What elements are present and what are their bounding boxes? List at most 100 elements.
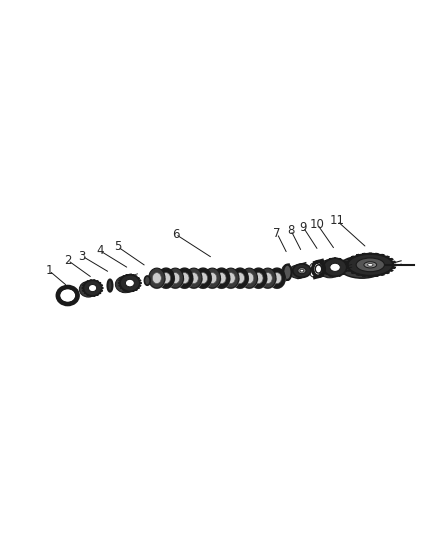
Ellipse shape (272, 272, 282, 284)
Polygon shape (322, 266, 324, 268)
Polygon shape (82, 287, 84, 289)
Polygon shape (329, 276, 332, 277)
Polygon shape (87, 280, 88, 281)
Polygon shape (392, 261, 396, 263)
Polygon shape (140, 282, 141, 284)
Polygon shape (389, 259, 393, 260)
Polygon shape (381, 254, 385, 256)
Ellipse shape (347, 254, 393, 276)
Ellipse shape (204, 268, 220, 288)
Polygon shape (101, 285, 103, 286)
Polygon shape (381, 274, 385, 276)
Polygon shape (325, 260, 328, 262)
Polygon shape (362, 253, 366, 254)
Polygon shape (322, 263, 325, 264)
Text: 2: 2 (64, 254, 71, 267)
Ellipse shape (145, 276, 150, 285)
Polygon shape (375, 253, 378, 254)
Ellipse shape (283, 265, 292, 280)
Ellipse shape (263, 272, 272, 284)
Ellipse shape (289, 265, 307, 278)
Ellipse shape (226, 272, 235, 284)
Polygon shape (84, 282, 86, 284)
Ellipse shape (88, 285, 97, 292)
Ellipse shape (107, 279, 113, 292)
Ellipse shape (195, 268, 211, 288)
Polygon shape (385, 272, 389, 273)
Polygon shape (362, 276, 366, 277)
Polygon shape (339, 276, 341, 277)
Ellipse shape (152, 272, 161, 284)
Polygon shape (135, 276, 137, 277)
Ellipse shape (198, 272, 208, 284)
Polygon shape (139, 280, 141, 281)
Polygon shape (345, 264, 347, 265)
Polygon shape (102, 287, 103, 289)
Polygon shape (99, 282, 101, 284)
Text: 4: 4 (96, 244, 104, 257)
Polygon shape (135, 289, 137, 290)
Polygon shape (392, 267, 396, 269)
Ellipse shape (364, 262, 377, 268)
Text: 8: 8 (287, 223, 294, 237)
Ellipse shape (356, 258, 385, 272)
Ellipse shape (251, 268, 267, 288)
Ellipse shape (300, 269, 304, 272)
Ellipse shape (260, 268, 276, 288)
Polygon shape (343, 273, 345, 274)
Polygon shape (322, 270, 325, 272)
Text: 6: 6 (172, 228, 179, 241)
Ellipse shape (282, 265, 290, 280)
Ellipse shape (245, 272, 254, 284)
Text: 7: 7 (273, 227, 281, 240)
Ellipse shape (180, 272, 189, 284)
Polygon shape (346, 266, 348, 268)
Polygon shape (120, 287, 122, 289)
Ellipse shape (217, 272, 226, 284)
Ellipse shape (189, 272, 198, 284)
Ellipse shape (208, 272, 217, 284)
Text: 11: 11 (330, 214, 345, 228)
Polygon shape (356, 274, 360, 276)
Polygon shape (393, 264, 396, 265)
Polygon shape (346, 263, 348, 264)
Polygon shape (325, 273, 328, 274)
Polygon shape (369, 276, 372, 277)
Polygon shape (82, 285, 84, 286)
Polygon shape (123, 289, 124, 290)
Text: 3: 3 (78, 249, 86, 263)
Polygon shape (126, 291, 127, 292)
Polygon shape (138, 278, 140, 279)
Text: 9: 9 (300, 221, 307, 233)
Polygon shape (375, 276, 378, 277)
Polygon shape (123, 276, 124, 277)
Ellipse shape (315, 265, 321, 273)
Polygon shape (369, 253, 372, 254)
Polygon shape (138, 287, 140, 289)
Polygon shape (346, 270, 348, 272)
Polygon shape (99, 293, 101, 294)
Ellipse shape (167, 268, 184, 288)
Polygon shape (119, 285, 120, 286)
Ellipse shape (293, 264, 311, 277)
Ellipse shape (367, 263, 373, 266)
Polygon shape (139, 285, 141, 286)
Ellipse shape (177, 268, 193, 288)
Polygon shape (118, 282, 120, 284)
Polygon shape (119, 280, 120, 281)
Polygon shape (120, 278, 122, 279)
Text: 10: 10 (310, 217, 325, 231)
Ellipse shape (269, 268, 285, 288)
Ellipse shape (330, 263, 340, 271)
Text: 5: 5 (114, 240, 121, 253)
Polygon shape (385, 256, 389, 257)
Polygon shape (347, 270, 351, 271)
Ellipse shape (84, 280, 102, 296)
Ellipse shape (162, 272, 170, 284)
Ellipse shape (339, 256, 385, 278)
Ellipse shape (323, 259, 346, 277)
Ellipse shape (298, 268, 306, 273)
Ellipse shape (186, 268, 202, 288)
Ellipse shape (171, 272, 180, 284)
Polygon shape (351, 256, 355, 257)
